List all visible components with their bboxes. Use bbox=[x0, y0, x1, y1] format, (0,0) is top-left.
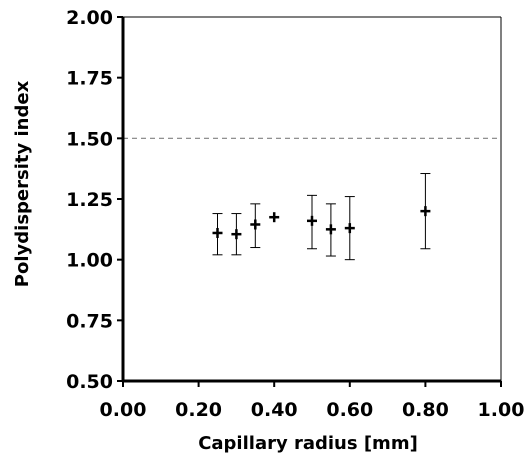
data-point bbox=[231, 229, 242, 240]
x-tick-label: 0.40 bbox=[251, 399, 298, 421]
x-tick-label: 0.80 bbox=[402, 399, 449, 421]
x-tick-label: 0.20 bbox=[175, 399, 222, 421]
x-tick-label: 1.00 bbox=[478, 399, 525, 421]
data-point bbox=[269, 212, 280, 223]
axes bbox=[117, 16, 502, 387]
y-tick-label: 1.00 bbox=[66, 250, 113, 272]
data-point bbox=[344, 223, 355, 234]
x-tick-label: 0.00 bbox=[100, 399, 147, 421]
x-axis-title: Capillary radius [mm] bbox=[198, 433, 418, 454]
data-point bbox=[250, 219, 261, 230]
y-tick-label: 1.25 bbox=[66, 189, 113, 211]
tick-labels: 0.50 0.75 1.00 1.25 1.50 1.75 2.00 0.00 0.20 0.40… bbox=[66, 7, 524, 421]
data-point bbox=[307, 215, 317, 226]
data-point bbox=[420, 206, 431, 217]
data-point bbox=[325, 224, 336, 235]
error-bars bbox=[212, 173, 431, 261]
y-tick-label: 0.50 bbox=[66, 371, 113, 393]
y-tick-label: 1.50 bbox=[66, 128, 113, 150]
y-tick-label: 1.75 bbox=[66, 68, 113, 90]
x-tick-label: 0.60 bbox=[326, 399, 373, 421]
y-tick-label: 0.75 bbox=[66, 310, 113, 332]
y-tick-label: 2.00 bbox=[66, 7, 113, 29]
y-axis-title: Polydispersity index bbox=[12, 80, 33, 287]
data-points bbox=[212, 206, 431, 240]
data-point bbox=[212, 227, 223, 238]
